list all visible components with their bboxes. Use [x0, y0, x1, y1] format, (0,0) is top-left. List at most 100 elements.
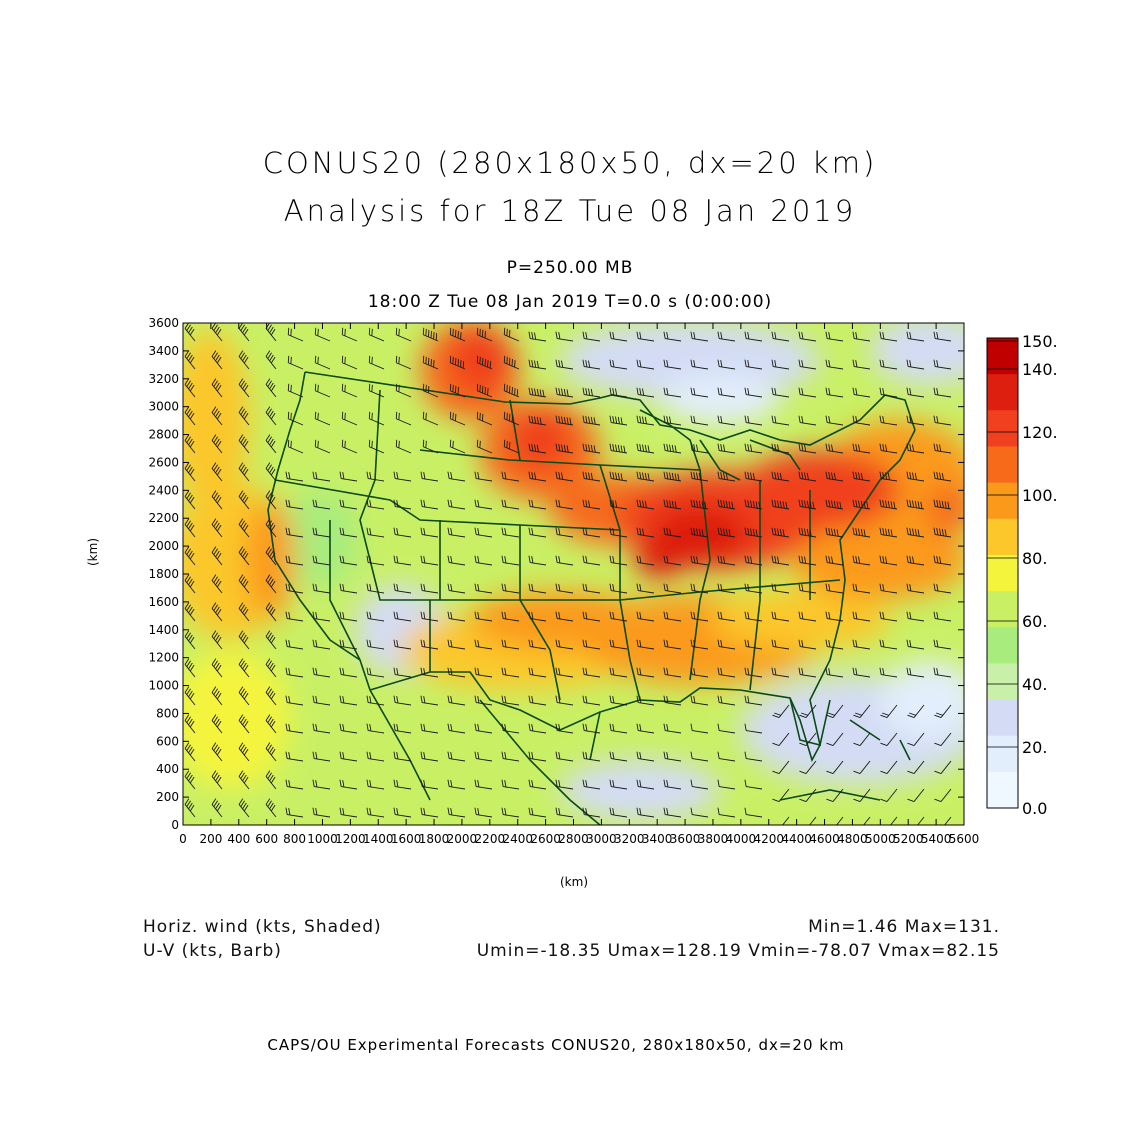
colorbar-label: 60.: [1022, 612, 1047, 631]
wind-barb: [312, 555, 331, 566]
wind-barb: [879, 527, 898, 538]
wind-barb: [555, 331, 574, 342]
wind-barb: [474, 807, 493, 818]
colorbar-swatch: [987, 627, 1018, 664]
wind-barb: [395, 383, 412, 398]
wind-barb: [744, 751, 763, 762]
wind-barb: [717, 695, 736, 706]
wind-barb: [184, 602, 196, 622]
wind-barb: [528, 555, 547, 566]
wind-barb: [853, 732, 871, 746]
x-tick-label: 2600: [530, 832, 561, 846]
wind-barb: [798, 359, 817, 370]
y-tick-label: 1600: [148, 595, 179, 609]
colorbar-swatch: [987, 771, 1018, 809]
wind-barb: [879, 611, 898, 622]
wind-barb: [238, 434, 250, 454]
valid-time: 18:00 Z Tue 08 Jan 2019 T=0.0 s (0:00:00…: [367, 292, 773, 312]
wind-barb: [852, 499, 871, 510]
wind-barb: [555, 667, 574, 678]
wind-barb: [395, 327, 412, 342]
wind-barb: [609, 779, 628, 790]
wind-barb: [368, 411, 385, 426]
wind-barb: [314, 327, 331, 342]
wind-barb: [825, 387, 844, 398]
wind-barb: [798, 611, 817, 622]
x-tick-label: 4600: [809, 832, 840, 846]
wind-barb: [265, 742, 277, 762]
wind-barb: [503, 355, 520, 370]
x-tick-label: 1200: [335, 832, 366, 846]
wind-barb: [852, 611, 871, 622]
wind-barb: [366, 471, 385, 482]
wind-barb: [782, 816, 790, 825]
wind-barb: [447, 751, 466, 762]
wind-barb: [474, 779, 493, 790]
wind-barb: [184, 546, 196, 566]
wind-barb: [366, 639, 385, 650]
wind-barb: [184, 490, 196, 510]
wind-barb: [265, 434, 277, 454]
wind-barb: [238, 546, 250, 566]
wind-barb: [809, 816, 817, 825]
wind-barb: [366, 583, 385, 594]
colorbar-label: 20.: [1022, 738, 1047, 757]
wind-barb: [528, 723, 547, 734]
wind-barb: [826, 788, 844, 802]
wind-barb: [449, 411, 466, 426]
wind-barb: [447, 807, 466, 818]
wind-barb: [341, 327, 358, 342]
x-tick-label: 1400: [363, 832, 394, 846]
wind-barb: [285, 751, 304, 762]
colorbar-swatch: [987, 374, 1018, 411]
wind-barb: [555, 415, 574, 426]
colorbar-swatch: [987, 410, 1018, 447]
x-tick-label: 3000: [586, 832, 617, 846]
y-tick-label: 800: [156, 706, 179, 720]
wind-barb: [744, 387, 763, 398]
wind-barb: [368, 327, 385, 342]
wind-barb: [555, 583, 574, 594]
wind-barb: [798, 555, 817, 566]
wind-barb: [447, 499, 466, 510]
wind-barb: [582, 583, 601, 594]
wind-barb: [555, 723, 574, 734]
wind-barb: [906, 387, 925, 398]
wind-barb: [906, 639, 925, 650]
wind-barb: [474, 695, 493, 706]
y-tick-label: 1000: [148, 679, 179, 693]
wind-barb: [879, 471, 898, 482]
x-tick-label: 5400: [921, 832, 952, 846]
wind-barb: [312, 695, 331, 706]
wind-barb: [238, 630, 250, 650]
wind-barb: [238, 686, 250, 706]
wind-barb: [285, 667, 304, 678]
wind-barb: [717, 555, 736, 566]
wind-barb: [285, 639, 304, 650]
wind-barb: [422, 439, 439, 454]
wind-barb: [880, 704, 898, 718]
wind-barb: [663, 527, 682, 538]
wind-barb: [636, 667, 655, 678]
wind-barb: [265, 602, 277, 622]
wind-barb: [933, 583, 952, 594]
wind-barb: [339, 695, 358, 706]
wind-barb: [393, 667, 412, 678]
map-borders: [267, 371, 916, 825]
wind-barb: [906, 667, 925, 678]
wind-barb: [501, 471, 520, 482]
wind-barb: [314, 411, 331, 426]
wind-barb: [238, 770, 250, 790]
wind-barb: [238, 742, 250, 762]
wind-barb: [528, 443, 547, 454]
wind-barb: [798, 667, 817, 678]
barb-field-label: U-V (kts, Barb): [143, 941, 282, 961]
wind-barb: [339, 527, 358, 538]
wind-barb: [717, 807, 736, 818]
wind-barb: [238, 518, 250, 538]
x-axis: 0 200 400 600 800 100012001400160018002000220…: [179, 323, 979, 846]
wind-barb: [339, 583, 358, 594]
wind-barb: [184, 714, 196, 734]
y-tick-label: 200: [156, 790, 179, 804]
